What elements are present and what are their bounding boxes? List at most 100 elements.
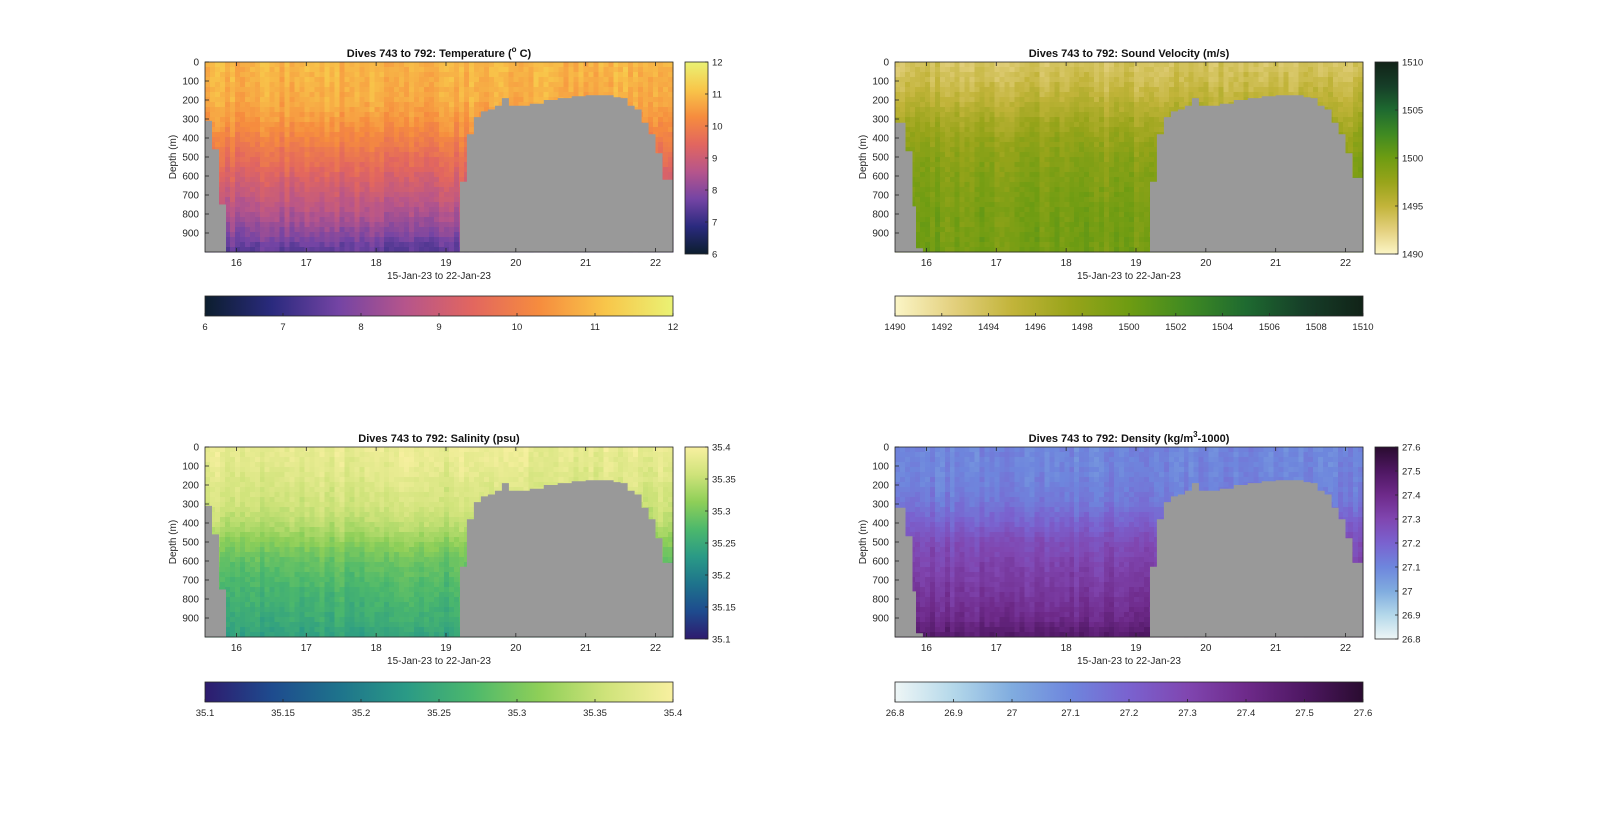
heatmap-cell — [239, 202, 246, 208]
heatmap-cell — [284, 157, 291, 163]
heatmap-cell — [369, 92, 375, 98]
heatmap-cell — [1029, 117, 1036, 123]
heatmap-cell — [1019, 77, 1026, 83]
heatmap-cell — [1054, 172, 1060, 178]
heatmap-cell — [1029, 122, 1036, 128]
heatmap-cell — [1039, 132, 1045, 138]
heatmap-cell — [919, 122, 926, 128]
heatmap-cell — [1059, 232, 1065, 238]
heatmap-cell — [979, 122, 986, 128]
heatmap-cell — [409, 112, 415, 118]
heatmap-cell — [404, 132, 410, 138]
heatmap-cell — [954, 112, 961, 118]
heatmap-cell — [369, 242, 375, 248]
heatmap-cell — [944, 157, 951, 163]
heatmap-cell — [429, 82, 435, 88]
heatmap-cell — [244, 62, 251, 68]
heatmap-cell — [453, 122, 460, 128]
heatmap-cell — [994, 222, 1001, 228]
heatmap-cell — [264, 202, 271, 208]
heatmap-cell — [219, 167, 226, 173]
heatmap-cell — [1029, 242, 1036, 248]
heatmap-cell — [533, 92, 540, 98]
heatmap-cell — [239, 77, 246, 83]
heatmap-cell — [458, 157, 465, 163]
heatmap-cell — [503, 62, 510, 68]
heatmap-cell — [924, 192, 931, 198]
heatmap-cell — [989, 217, 996, 223]
heatmap-cell — [1044, 92, 1050, 98]
heatmap-cell — [1029, 172, 1036, 178]
heatmap-cell — [439, 87, 445, 93]
heatmap-cell — [448, 107, 455, 113]
heatmap-cell — [254, 87, 261, 93]
heatmap-cell — [1019, 247, 1026, 253]
heatmap-cell — [429, 127, 435, 133]
heatmap-cell — [269, 137, 276, 143]
heatmap-cell — [939, 87, 946, 93]
heatmap-cell — [663, 147, 669, 153]
heatmap-cell — [299, 147, 306, 153]
heatmap-cell — [324, 142, 331, 148]
heatmap-cell — [414, 102, 420, 108]
heatmap-cell — [603, 82, 609, 88]
heatmap-cell — [349, 72, 355, 78]
heatmap-cell — [404, 112, 410, 118]
heatmap-cell — [404, 192, 410, 198]
heatmap-cell — [264, 177, 271, 183]
heatmap-cell — [944, 162, 951, 168]
heatmap-cell — [919, 132, 926, 138]
heatmap-cell — [914, 242, 921, 248]
heatmap-cell — [503, 72, 510, 78]
heatmap-cell — [354, 227, 360, 233]
heatmap-cell — [904, 67, 911, 73]
heatmap-cell — [1044, 67, 1050, 73]
heatmap-cell — [959, 242, 966, 248]
heatmap-cell — [984, 247, 991, 253]
heatmap-cell — [244, 152, 251, 158]
heatmap-cell — [374, 142, 380, 148]
heatmap-cell — [374, 72, 380, 78]
heatmap-cell — [1034, 77, 1040, 83]
heatmap-cell — [364, 62, 370, 68]
heatmap-cell — [254, 122, 261, 128]
heatmap-cell — [339, 237, 346, 243]
heatmap-cell — [419, 167, 425, 173]
heatmap-cell — [653, 82, 659, 88]
heatmap-cell — [909, 182, 916, 188]
heatmap-cell — [249, 102, 256, 108]
heatmap-cell — [528, 92, 535, 98]
heatmap-cell — [1024, 217, 1031, 223]
heatmap-cell — [1044, 237, 1050, 243]
heatmap-cell — [329, 147, 336, 153]
heatmap-cell — [583, 62, 589, 68]
heatmap-cell — [473, 62, 480, 68]
heatmap-cell — [1029, 92, 1036, 98]
heatmap-cell — [458, 107, 465, 113]
heatmap-cell — [668, 152, 674, 158]
heatmap-cell — [359, 217, 365, 223]
heatmap-cell — [439, 117, 445, 123]
heatmap-cell — [1059, 217, 1065, 223]
heatmap-cell — [324, 172, 331, 178]
heatmap-cell — [468, 92, 475, 98]
heatmap-cell — [314, 187, 321, 193]
heatmap-cell — [473, 82, 480, 88]
heatmap-cell — [244, 157, 251, 163]
heatmap-cell — [1054, 212, 1060, 218]
heatmap-cell — [354, 112, 360, 118]
heatmap-cell — [394, 102, 400, 108]
heatmap-cell — [234, 67, 241, 73]
heatmap-cell — [914, 182, 921, 188]
heatmap-cell — [914, 217, 921, 223]
heatmap-cell — [359, 82, 365, 88]
heatmap-cell — [994, 167, 1001, 173]
heatmap-cell — [254, 187, 261, 193]
heatmap-cell — [984, 112, 991, 118]
heatmap-cell — [939, 117, 946, 123]
heatmap-cell — [294, 207, 301, 213]
heatmap-cell — [359, 132, 365, 138]
heatmap-cell — [249, 62, 256, 68]
heatmap-cell — [613, 92, 619, 98]
heatmap-cell — [314, 62, 321, 68]
